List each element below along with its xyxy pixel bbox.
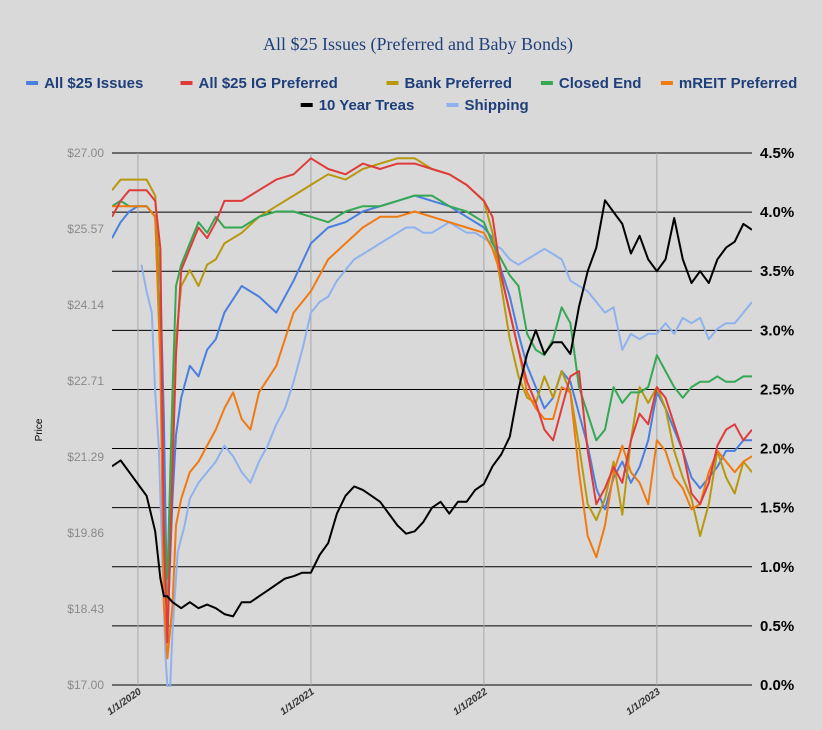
legend-item-closed-end: Closed End: [540, 75, 642, 92]
legend-item-10-year-treas: 10 Year Treas: [300, 97, 415, 114]
legend-label: All $25 Issues: [44, 75, 143, 92]
legend-label: Closed End: [559, 75, 642, 92]
y-tick-label: $17.00: [67, 678, 104, 692]
y-tick-label: $25.57: [67, 222, 104, 236]
y-tick-label: $18.43: [67, 602, 104, 616]
legend-label: Bank Preferred: [405, 75, 513, 92]
series-line-shipping: [140, 221, 752, 687]
series-line-mreit-preferred: [112, 205, 752, 660]
series-line-closed-end: [112, 194, 752, 580]
y2-tick-label: 1.5%: [760, 500, 794, 517]
legend-item-shipping: Shipping: [446, 97, 529, 114]
y2-tick-label: 0.0%: [760, 677, 794, 694]
y-tick-label: $21.29: [67, 450, 104, 464]
y2-tick-label: 3.5%: [760, 263, 794, 280]
legend-item-all-25-issues: All $25 Issues: [26, 75, 143, 92]
y-axis-label: Price: [34, 418, 45, 441]
y2-tick-label: 4.0%: [760, 204, 794, 221]
series-lines: [112, 157, 752, 687]
y-tick-label: $22.71: [67, 374, 104, 388]
y2-tick-label: 0.5%: [760, 618, 794, 635]
legend: All $25 Issues All $25 IG Preferred Bank P…: [26, 75, 797, 114]
y2-tick-label: 2.5%: [760, 381, 794, 398]
grid: [112, 152, 752, 686]
y-tick-label: $27.00: [67, 146, 104, 160]
y-tick-label: $24.14: [67, 298, 104, 312]
series-line-10-year-treas: [112, 199, 752, 618]
y2-tick-label: 4.5%: [760, 145, 794, 162]
legend-item-bank-preferred: Bank Preferred: [386, 75, 513, 92]
y2-tick-label: 2.0%: [760, 441, 794, 458]
legend-label: 10 Year Treas: [319, 97, 415, 114]
legend-item-all-25-ig-preferred: All $25 IG Preferred: [180, 75, 338, 92]
y2-tick-label: 3.0%: [760, 322, 794, 339]
y-axis-left: $27.00 $25.57 $24.14 $22.71 $21.29 $19.86 $18.…: [67, 146, 104, 692]
legend-item-mreit-preferred: mREIT Preferred: [660, 75, 797, 92]
legend-label: Shipping: [465, 97, 529, 114]
legend-label: mREIT Preferred: [679, 75, 797, 92]
y-axis-right: 4.5% 4.0% 3.5% 3.0% 2.5% 2.0% 1.5% 1.0% 0.5% 0.0%: [760, 145, 794, 694]
legend-label: All $25 IG Preferred: [199, 75, 338, 92]
series-line-all-25-ig-preferred: [112, 157, 752, 644]
y-tick-label: $19.86: [67, 526, 104, 540]
chart-title: All $25 Issues (Preferred and Baby Bonds…: [263, 34, 573, 55]
y2-tick-label: 1.0%: [760, 559, 794, 576]
